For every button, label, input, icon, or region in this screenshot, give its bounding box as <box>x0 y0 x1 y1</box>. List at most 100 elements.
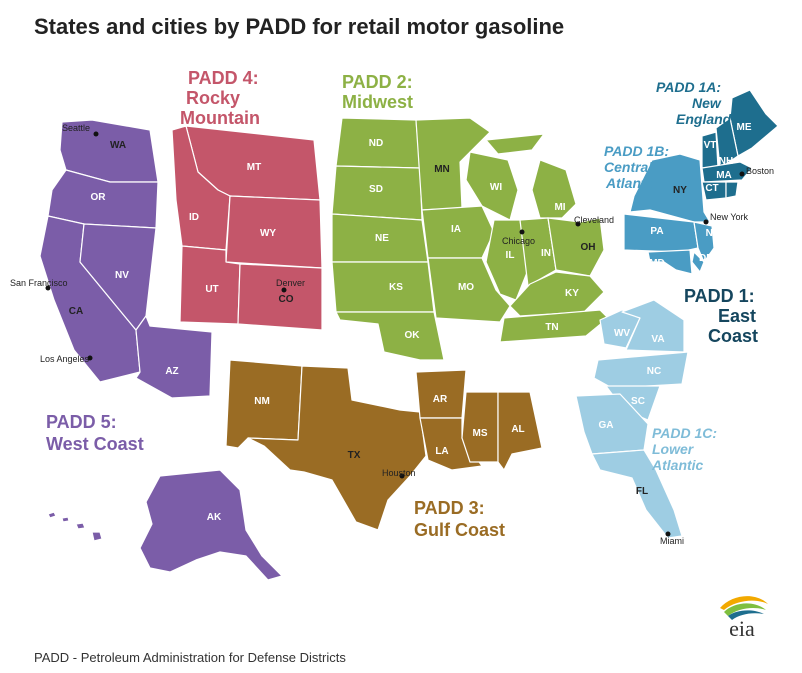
label-wi: WI <box>490 182 502 193</box>
label-mi: MI <box>554 202 565 213</box>
state-ok <box>335 311 445 361</box>
label-ma: MA <box>716 170 732 181</box>
label-nc: NC <box>647 366 661 377</box>
city-cleveland: Cleveland <box>574 215 614 225</box>
label-ne: NE <box>375 233 389 244</box>
state-nh <box>715 117 739 169</box>
padd1a-label-line3: England <box>676 111 732 127</box>
state-de <box>691 251 705 273</box>
state-ks <box>331 261 435 313</box>
city-dot-miami <box>665 531 671 537</box>
label-al: AL <box>511 424 524 435</box>
logo-text: eia <box>729 616 755 638</box>
state-az <box>135 315 213 399</box>
city-dot-new-york <box>703 219 709 225</box>
label-ks: KS <box>389 282 403 293</box>
padd5-states <box>39 119 283 581</box>
city-dot-seattle <box>93 131 99 137</box>
city-boston: Boston <box>746 166 774 176</box>
padd1c-label-line2: Lower <box>652 441 695 457</box>
padd5-label-line1: PADD 5: <box>46 412 117 432</box>
label-ut: UT <box>205 284 218 295</box>
label-ct: CT <box>705 183 718 194</box>
label-or: OR <box>91 192 107 203</box>
padd2-states <box>331 117 609 361</box>
padd4-label-line3: Mountain <box>180 108 260 128</box>
label-mo: MO <box>458 282 474 293</box>
padd3-label-line1: PADD 3: <box>414 498 485 518</box>
padd-labels: PADD 4: Rocky Mountain PADD 2: Midwest P… <box>46 68 758 540</box>
label-ny: NY <box>673 185 687 196</box>
label-nh: NH <box>719 156 733 167</box>
padd1-label-line1: PADD 1: <box>684 286 755 306</box>
label-wy: WY <box>260 228 276 239</box>
label-me: ME <box>737 122 752 133</box>
padd1b-label-line3: Atlantic <box>605 175 658 191</box>
padd1b-label-line1: PADD 1B: <box>604 143 669 159</box>
city-dot-denver <box>281 287 287 293</box>
state-ia <box>421 205 495 259</box>
label-fl: FL <box>636 486 648 497</box>
logo-swoosh-green-icon <box>724 603 766 616</box>
logo-swoosh-yellow-icon <box>720 596 768 610</box>
map-title: States and cities by PADD for retail mot… <box>34 14 565 39</box>
padd1-label-line3: Coast <box>708 326 758 346</box>
state-hi <box>47 511 103 542</box>
state-ak <box>139 469 283 581</box>
padd2-label-line1: PADD 2: <box>342 72 413 92</box>
state-ma <box>701 161 753 183</box>
state-ri <box>725 181 739 199</box>
padd1a-states <box>701 89 779 201</box>
padd1a-label-line2: New <box>692 95 722 111</box>
label-tn: TN <box>545 322 558 333</box>
state-co <box>237 263 323 331</box>
label-mn: MN <box>434 164 450 175</box>
label-sd: SD <box>369 184 383 195</box>
label-in: IN <box>541 248 551 259</box>
padd3-states <box>225 359 543 531</box>
padd4-states <box>171 125 323 331</box>
state-nc <box>593 351 689 389</box>
city-dot-chicago <box>519 229 525 235</box>
label-ms: MS <box>473 428 488 439</box>
state-nj <box>693 221 715 263</box>
city-san-francisco: San Francisco <box>10 278 68 288</box>
state-labels: WA OR CA NV AZ AK HI MT ID WY UT CO ND S… <box>69 122 752 547</box>
label-ia: IA <box>451 224 461 235</box>
city-dot-houston <box>399 473 405 479</box>
label-tx: TX <box>348 450 361 461</box>
padd3-label-line2: Gulf Coast <box>414 520 505 540</box>
city-los-angeles: Los Angeles <box>40 354 90 364</box>
padd1c-states <box>575 299 689 539</box>
city-dot-los-angeles <box>87 355 93 361</box>
label-pa: PA <box>650 226 663 237</box>
city-chicago: Chicago <box>502 236 535 246</box>
label-ok: OK <box>405 330 421 341</box>
padd1c-label-line1: PADD 1C: <box>652 425 717 441</box>
label-ky: KY <box>565 288 579 299</box>
padd1b-label-line2: Central <box>604 159 653 175</box>
label-nd: ND <box>369 138 383 149</box>
eia-logo: eia <box>720 596 768 638</box>
label-nv: NV <box>115 270 129 281</box>
label-ca: CA <box>69 306 83 317</box>
logo-swoosh-blue-icon <box>728 610 764 620</box>
city-houston: Houston <box>382 468 416 478</box>
label-md: MD <box>649 258 665 269</box>
label-ri: RI <box>737 188 747 199</box>
padd1a-label-line1: PADD 1A: <box>656 79 721 95</box>
label-wa: WA <box>110 140 126 151</box>
city-seattle: Seattle <box>62 123 90 133</box>
padd5-label-line2: West Coast <box>46 434 144 454</box>
city-dot-cleveland <box>575 221 581 227</box>
label-ga: GA <box>599 420 614 431</box>
state-tn <box>499 309 609 343</box>
label-nj: NJ <box>706 228 719 239</box>
city-new-york: New York <box>710 212 749 222</box>
city-denver: Denver <box>276 278 305 288</box>
padd1b-states <box>623 153 715 275</box>
label-mt: MT <box>247 162 261 173</box>
label-hi: HI <box>71 536 81 547</box>
label-la: LA <box>435 446 448 457</box>
